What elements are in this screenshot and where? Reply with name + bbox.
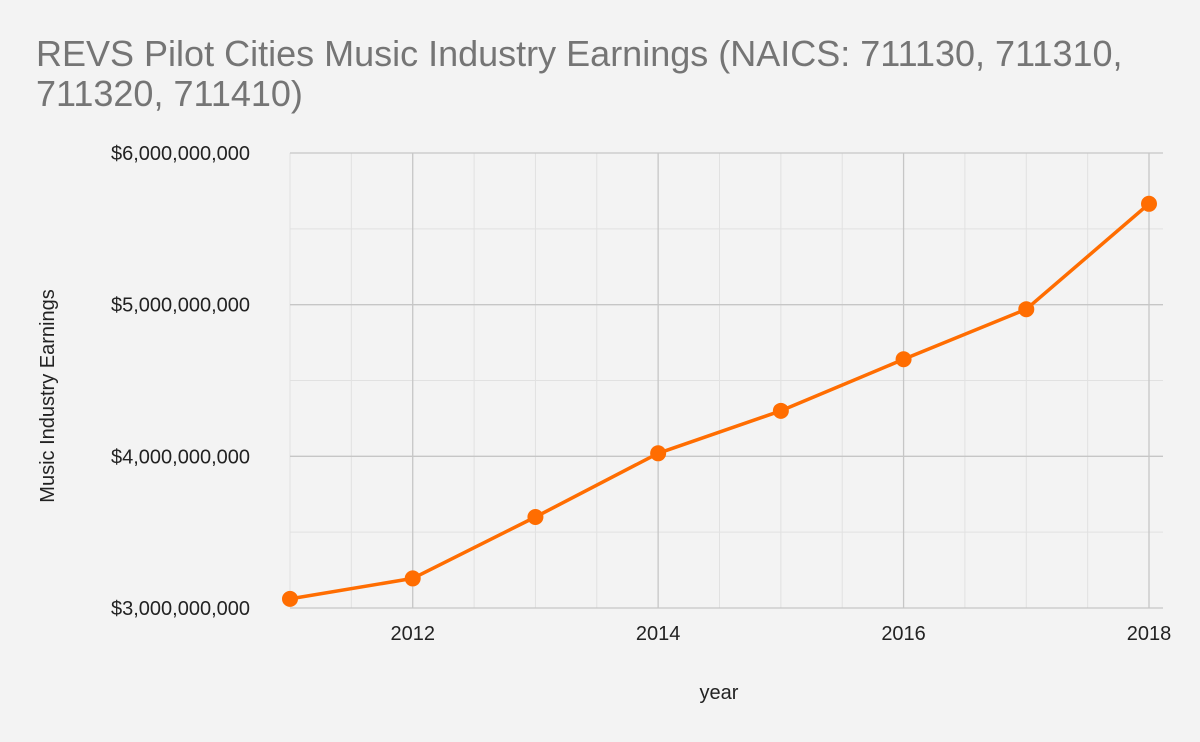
data-point: [282, 590, 298, 607]
y-tick-label: $4,000,000,000: [111, 446, 250, 468]
x-tick-label: 2012: [390, 623, 435, 645]
data-point: [1141, 195, 1157, 212]
x-tick-label: 2018: [1127, 623, 1172, 645]
y-axis-title: Music Industry Earnings: [37, 289, 59, 502]
y-tick-label: $5,000,000,000: [111, 295, 250, 317]
series-layer: [288, 202, 1151, 601]
x-tick-label: 2014: [636, 623, 681, 645]
series-line: [288, 202, 1151, 601]
x-tick-label: 2016: [881, 623, 926, 645]
y-tick-label: $3,000,000,000: [111, 598, 250, 620]
data-point: [1018, 301, 1035, 318]
minor-gridlines: [289, 153, 1163, 608]
major-gridlines: [290, 152, 1163, 609]
data-point: [895, 351, 912, 368]
x-axis-tick-labels: 2012 2014 2016 2018: [390, 623, 1171, 645]
y-axis-tick-labels: $3,000,000,000 $4,000,000,000 $5,000,000,0…: [111, 143, 250, 620]
data-points: [282, 195, 1157, 607]
data-point: [527, 509, 544, 525]
y-tick-label: $6,000,000,000: [111, 143, 250, 165]
data-point: [650, 445, 667, 462]
data-point: [404, 570, 421, 587]
chart-title: REVS Pilot Cities Music Industry Earning…: [36, 33, 1123, 114]
data-point: [772, 402, 789, 419]
x-axis-title: year: [700, 682, 739, 704]
